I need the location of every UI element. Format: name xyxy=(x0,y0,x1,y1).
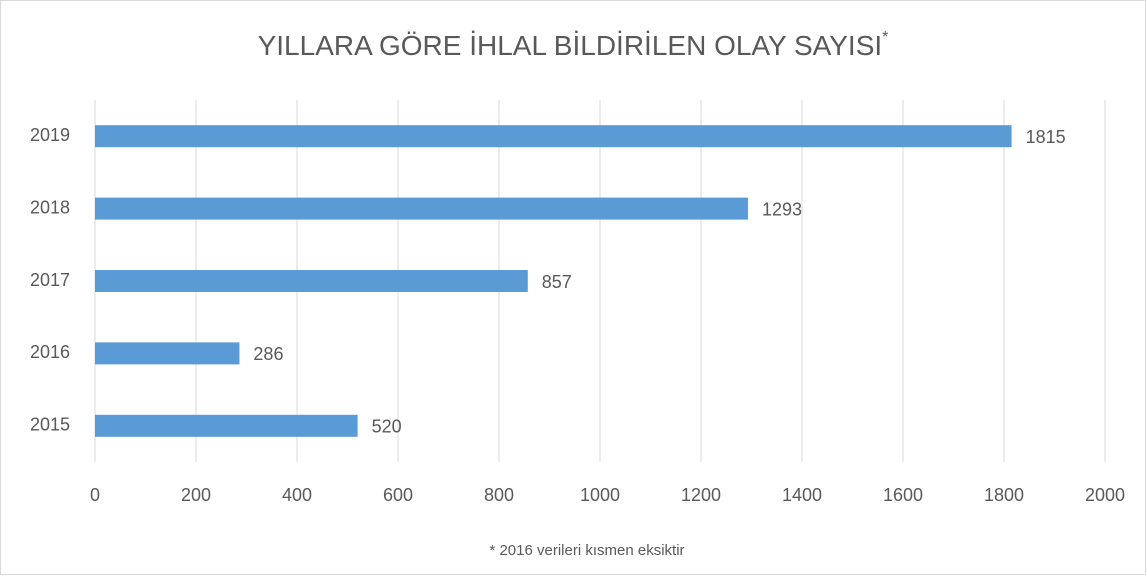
x-tick-label: 1800 xyxy=(984,485,1024,505)
bar xyxy=(95,197,748,220)
data-label: 1815 xyxy=(1026,127,1066,147)
x-tick-label: 1400 xyxy=(782,485,822,505)
y-tick-label: 2018 xyxy=(30,197,70,217)
x-tick-label: 400 xyxy=(282,485,312,505)
y-tick-label: 2017 xyxy=(30,270,70,290)
x-tick-label: 0 xyxy=(90,485,100,505)
x-tick-label: 1600 xyxy=(883,485,923,505)
data-label: 1293 xyxy=(762,199,802,219)
chart-title: YILLARA GÖRE İHLAL BİLDİRİLEN OLAY SAYIS… xyxy=(258,29,889,61)
bar xyxy=(95,125,1012,148)
bar xyxy=(95,414,358,437)
data-label: 857 xyxy=(542,272,572,292)
x-tick-label: 1200 xyxy=(681,485,721,505)
x-tick-label: 800 xyxy=(484,485,514,505)
x-tick-label: 1000 xyxy=(580,485,620,505)
y-tick-label: 2015 xyxy=(30,415,70,435)
x-tick-label: 600 xyxy=(383,485,413,505)
y-tick-label: 2019 xyxy=(30,125,70,145)
bar xyxy=(95,270,528,292)
x-tick-label: 200 xyxy=(181,485,211,505)
bar xyxy=(95,342,240,365)
footnote: * 2016 verileri kısmen eksiktir xyxy=(489,542,684,559)
chart-title-text: YILLARA GÖRE İHLAL BİLDİRİLEN OLAY SAYIS… xyxy=(258,30,883,61)
y-tick-label: 2016 xyxy=(30,342,70,362)
chart-title-superscript: * xyxy=(882,29,888,46)
data-label: 520 xyxy=(372,417,402,437)
x-tick-label: 2000 xyxy=(1085,485,1125,505)
data-label: 286 xyxy=(253,344,283,364)
